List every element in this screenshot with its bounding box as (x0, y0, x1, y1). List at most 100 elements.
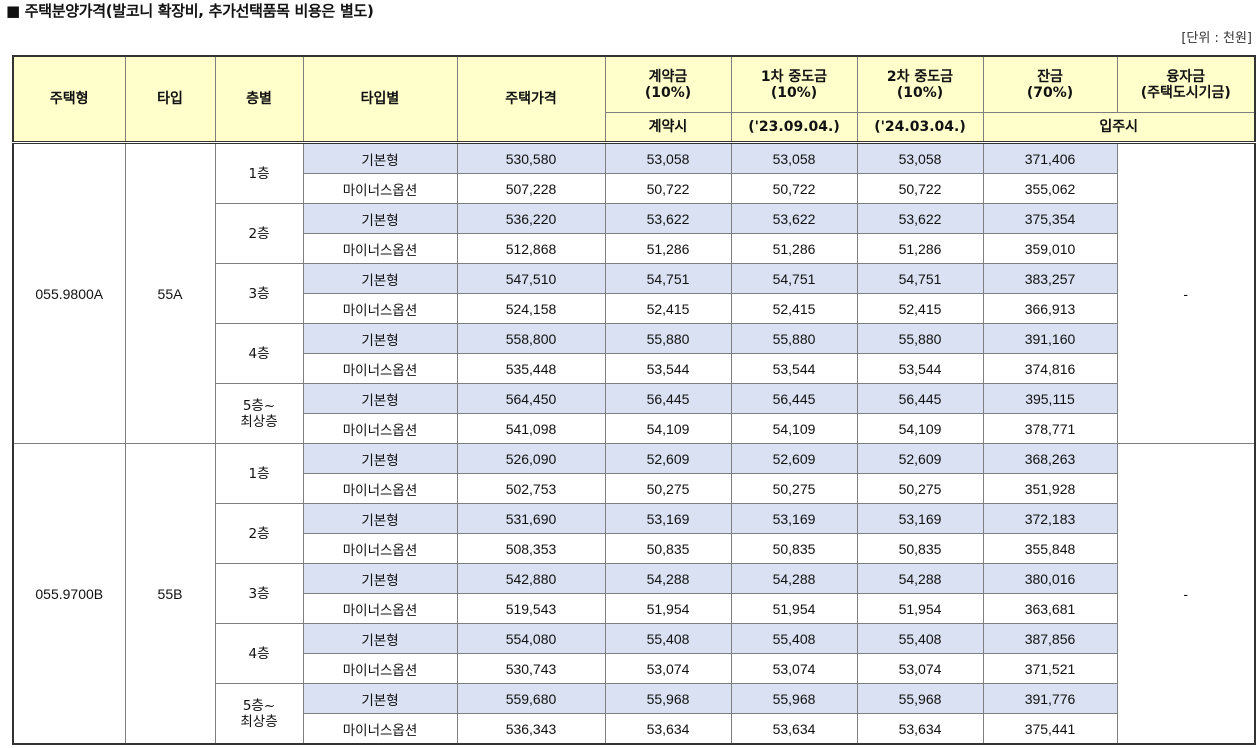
header-deposit-pct: (10%) (644, 84, 692, 101)
deposit-cell: 53,169 (604, 503, 732, 534)
balance-cell: 368,263 (982, 443, 1118, 474)
header-balance: 잔금 (70%) (982, 55, 1118, 113)
header-mid2: 2차 중도금 (10%) (856, 55, 984, 113)
deposit-cell: 52,415 (604, 293, 732, 324)
table-row: 2층 기본형 531,690 53,169 53,169 53,169 372,183 (13, 503, 1255, 564)
price-cell: 554,080 (456, 623, 606, 654)
header-balance-label: 잔금 (1037, 68, 1063, 85)
deposit-cell: 55,968 (604, 683, 732, 714)
deposit-cell: 53,544 (604, 353, 732, 384)
floor-cell: 4층 (214, 323, 304, 384)
table-row: 마이너스옵션 512,868 51,286 51,286 51,286 359,010 (13, 233, 1255, 264)
table-row: 3층 기본형 542,880 54,288 54,288 54,288 380,016 (13, 563, 1255, 624)
price-cell: 512,868 (456, 233, 606, 264)
deposit-cell: 53,634 (604, 713, 732, 745)
floor-cell: 4층 (214, 623, 304, 684)
table-row: 5층~ 최상층 기본형 559,680 55,968 55,968 55,968 391,7… (13, 683, 1255, 745)
price-cell: 559,680 (456, 683, 606, 714)
balance-cell: 355,848 (982, 533, 1118, 564)
price-cell: 526,090 (456, 443, 606, 474)
mid1-cell: 53,634 (730, 713, 858, 745)
page-title: ■ 주택분양가격(발코니 확장비, 추가선택품목 비용은 별도) (6, 2, 374, 20)
balance-cell: 372,183 (982, 503, 1118, 534)
option-cell: 기본형 (302, 323, 458, 354)
header-type: 타입 (124, 55, 216, 144)
header-deposit-label: 계약금 (648, 68, 688, 85)
mid1-cell: 53,169 (730, 503, 858, 534)
floor-cell: 1층 (214, 142, 304, 204)
header-balance-pct: (70%) (1026, 84, 1074, 101)
table-row: 마이너스옵션 519,543 51,954 51,954 51,954 363,681 (13, 593, 1255, 624)
header-balance-when: 입주시 (982, 112, 1256, 144)
deposit-cell: 50,835 (604, 533, 732, 564)
mid2-cell: 51,954 (856, 593, 984, 624)
table-row: 4층 기본형 554,080 55,408 55,408 55,408 387,856 (13, 623, 1255, 684)
option-cell: 기본형 (302, 443, 458, 474)
mid1-cell: 55,408 (730, 623, 858, 654)
option-cell: 기본형 (302, 383, 458, 414)
table-row: 마이너스옵션 541,098 54,109 54,109 54,109 378,771 (13, 413, 1255, 444)
mid2-cell: 55,408 (856, 623, 984, 654)
balance-cell: 359,010 (982, 233, 1118, 264)
deposit-cell: 50,275 (604, 473, 732, 504)
header-loan-sub: (주택도시기금) (1140, 84, 1231, 101)
balance-cell: 374,816 (982, 353, 1118, 384)
loan-cell: - (1116, 142, 1256, 444)
deposit-cell: 51,286 (604, 233, 732, 264)
price-cell: 558,800 (456, 323, 606, 354)
mid1-cell: 54,288 (730, 563, 858, 594)
floor-cell: 1층 (214, 443, 304, 504)
deposit-cell: 56,445 (604, 383, 732, 414)
price-cell: 564,450 (456, 383, 606, 414)
mid2-cell: 50,275 (856, 473, 984, 504)
option-cell: 기본형 (302, 623, 458, 654)
option-cell: 마이너스옵션 (302, 293, 458, 324)
mid1-cell: 52,609 (730, 443, 858, 474)
price-cell: 536,343 (456, 713, 606, 745)
balance-cell: 387,856 (982, 623, 1118, 654)
mid2-cell: 56,445 (856, 383, 984, 414)
table-row: 2층 기본형 536,220 53,622 53,622 53,622 375,354 (13, 203, 1255, 264)
house-type-cell: 055.9700B (12, 443, 126, 745)
mid2-cell: 50,835 (856, 533, 984, 564)
floor-cell: 5층~ 최상층 (214, 383, 304, 444)
mid1-cell: 50,275 (730, 473, 858, 504)
mid1-cell: 52,415 (730, 293, 858, 324)
mid2-cell: 52,609 (856, 443, 984, 474)
mid1-cell: 55,880 (730, 323, 858, 354)
option-cell: 마이너스옵션 (302, 533, 458, 564)
price-cell: 502,753 (456, 473, 606, 504)
option-cell: 마이너스옵션 (302, 473, 458, 504)
header-mid1: 1차 중도금 (10%) (730, 55, 858, 113)
header-mid1-label: 1차 중도금 (760, 68, 828, 85)
balance-cell: 366,913 (982, 293, 1118, 324)
table-row: 055.9800A 55A 1층 기본형 530,580 53,058 53,058 53,0… (12, 142, 1256, 444)
mid2-cell: 54,751 (856, 263, 984, 294)
loan-cell: - (1116, 443, 1256, 745)
price-cell: 541,098 (456, 413, 606, 444)
mid1-cell: 51,954 (730, 593, 858, 624)
deposit-cell: 54,109 (604, 413, 732, 444)
table-row: 마이너스옵션 508,353 50,835 50,835 50,835 355,848 (13, 533, 1255, 564)
header-mid1-when: ('23.09.04.) (730, 112, 858, 144)
header-loan: 융자금 (주택도시기금) (1116, 55, 1256, 113)
floor-cell: 3층 (214, 263, 304, 324)
balance-cell: 378,771 (982, 413, 1118, 444)
option-cell: 기본형 (302, 563, 458, 594)
table-row: 4층 기본형 558,800 55,880 55,880 55,880 391,160 (13, 323, 1255, 384)
balance-cell: 351,928 (982, 473, 1118, 504)
mid1-cell: 56,445 (730, 383, 858, 414)
header-mid2-pct: (10%) (896, 84, 944, 101)
mid2-cell: 55,880 (856, 323, 984, 354)
header-mid1-pct: (10%) (770, 84, 818, 101)
mid1-cell: 51,286 (730, 233, 858, 264)
price-cell: 547,510 (456, 263, 606, 294)
type-cell: 55B (124, 443, 216, 745)
mid1-cell: 53,074 (730, 653, 858, 684)
balance-cell: 363,681 (982, 593, 1118, 624)
header-deposit-when: 계약시 (604, 112, 732, 144)
price-cell: 530,743 (456, 653, 606, 684)
price-cell: 507,228 (456, 173, 606, 204)
header-type-option: 타입별 (302, 55, 458, 144)
deposit-cell: 55,408 (604, 623, 732, 654)
